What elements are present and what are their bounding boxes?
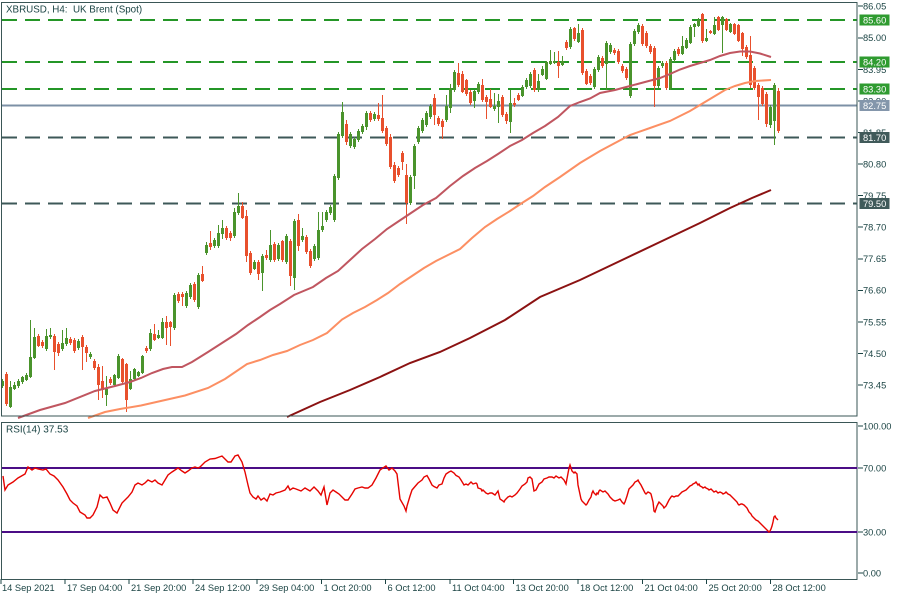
svg-text:84.20: 84.20 [863, 57, 886, 67]
svg-text:14 Sep 2021: 14 Sep 2021 [2, 583, 55, 593]
svg-text:85.60: 85.60 [863, 15, 886, 25]
svg-text:0.00: 0.00 [863, 568, 881, 578]
svg-text:13 Oct 20:00: 13 Oct 20:00 [516, 583, 569, 593]
svg-text:RSI(14) 37.53: RSI(14) 37.53 [6, 425, 69, 436]
svg-text:21 Sep 20:00: 21 Sep 20:00 [131, 583, 186, 593]
svg-text:80.80: 80.80 [863, 160, 886, 170]
svg-text:86.05: 86.05 [863, 2, 886, 12]
svg-text:XBRUSD, H4: UK Brent (Spot): XBRUSD, H4: UK Brent (Spot) [6, 5, 142, 16]
svg-text:78.70: 78.70 [863, 223, 886, 233]
svg-text:28 Oct 12:00: 28 Oct 12:00 [773, 583, 826, 593]
svg-text:6 Oct 12:00: 6 Oct 12:00 [388, 583, 436, 593]
svg-text:85.00: 85.00 [863, 33, 886, 43]
svg-text:74.50: 74.50 [863, 349, 886, 359]
svg-text:83.30: 83.30 [863, 84, 886, 94]
svg-text:82.75: 82.75 [863, 101, 886, 111]
svg-text:17 Sep 04:00: 17 Sep 04:00 [67, 583, 122, 593]
svg-text:76.60: 76.60 [863, 286, 886, 296]
svg-text:70.00: 70.00 [863, 463, 886, 473]
svg-text:18 Oct 12:00: 18 Oct 12:00 [580, 583, 633, 593]
svg-text:81.70: 81.70 [863, 133, 886, 143]
svg-text:79.50: 79.50 [863, 199, 886, 209]
svg-text:25 Oct 20:00: 25 Oct 20:00 [709, 583, 762, 593]
svg-text:75.55: 75.55 [863, 317, 886, 327]
svg-text:77.65: 77.65 [863, 254, 886, 264]
svg-text:1 Oct 20:00: 1 Oct 20:00 [324, 583, 372, 593]
svg-text:21 Oct 04:00: 21 Oct 04:00 [645, 583, 698, 593]
svg-text:73.45: 73.45 [863, 381, 886, 391]
svg-text:30.00: 30.00 [863, 527, 886, 537]
svg-text:29 Sep 04:00: 29 Sep 04:00 [259, 583, 314, 593]
svg-text:79.75: 79.75 [863, 191, 886, 201]
svg-text:11 Oct 04:00: 11 Oct 04:00 [452, 583, 505, 593]
svg-text:24 Sep 12:00: 24 Sep 12:00 [195, 583, 250, 593]
svg-text:83.95: 83.95 [863, 65, 886, 75]
svg-text:100.00: 100.00 [863, 421, 891, 431]
